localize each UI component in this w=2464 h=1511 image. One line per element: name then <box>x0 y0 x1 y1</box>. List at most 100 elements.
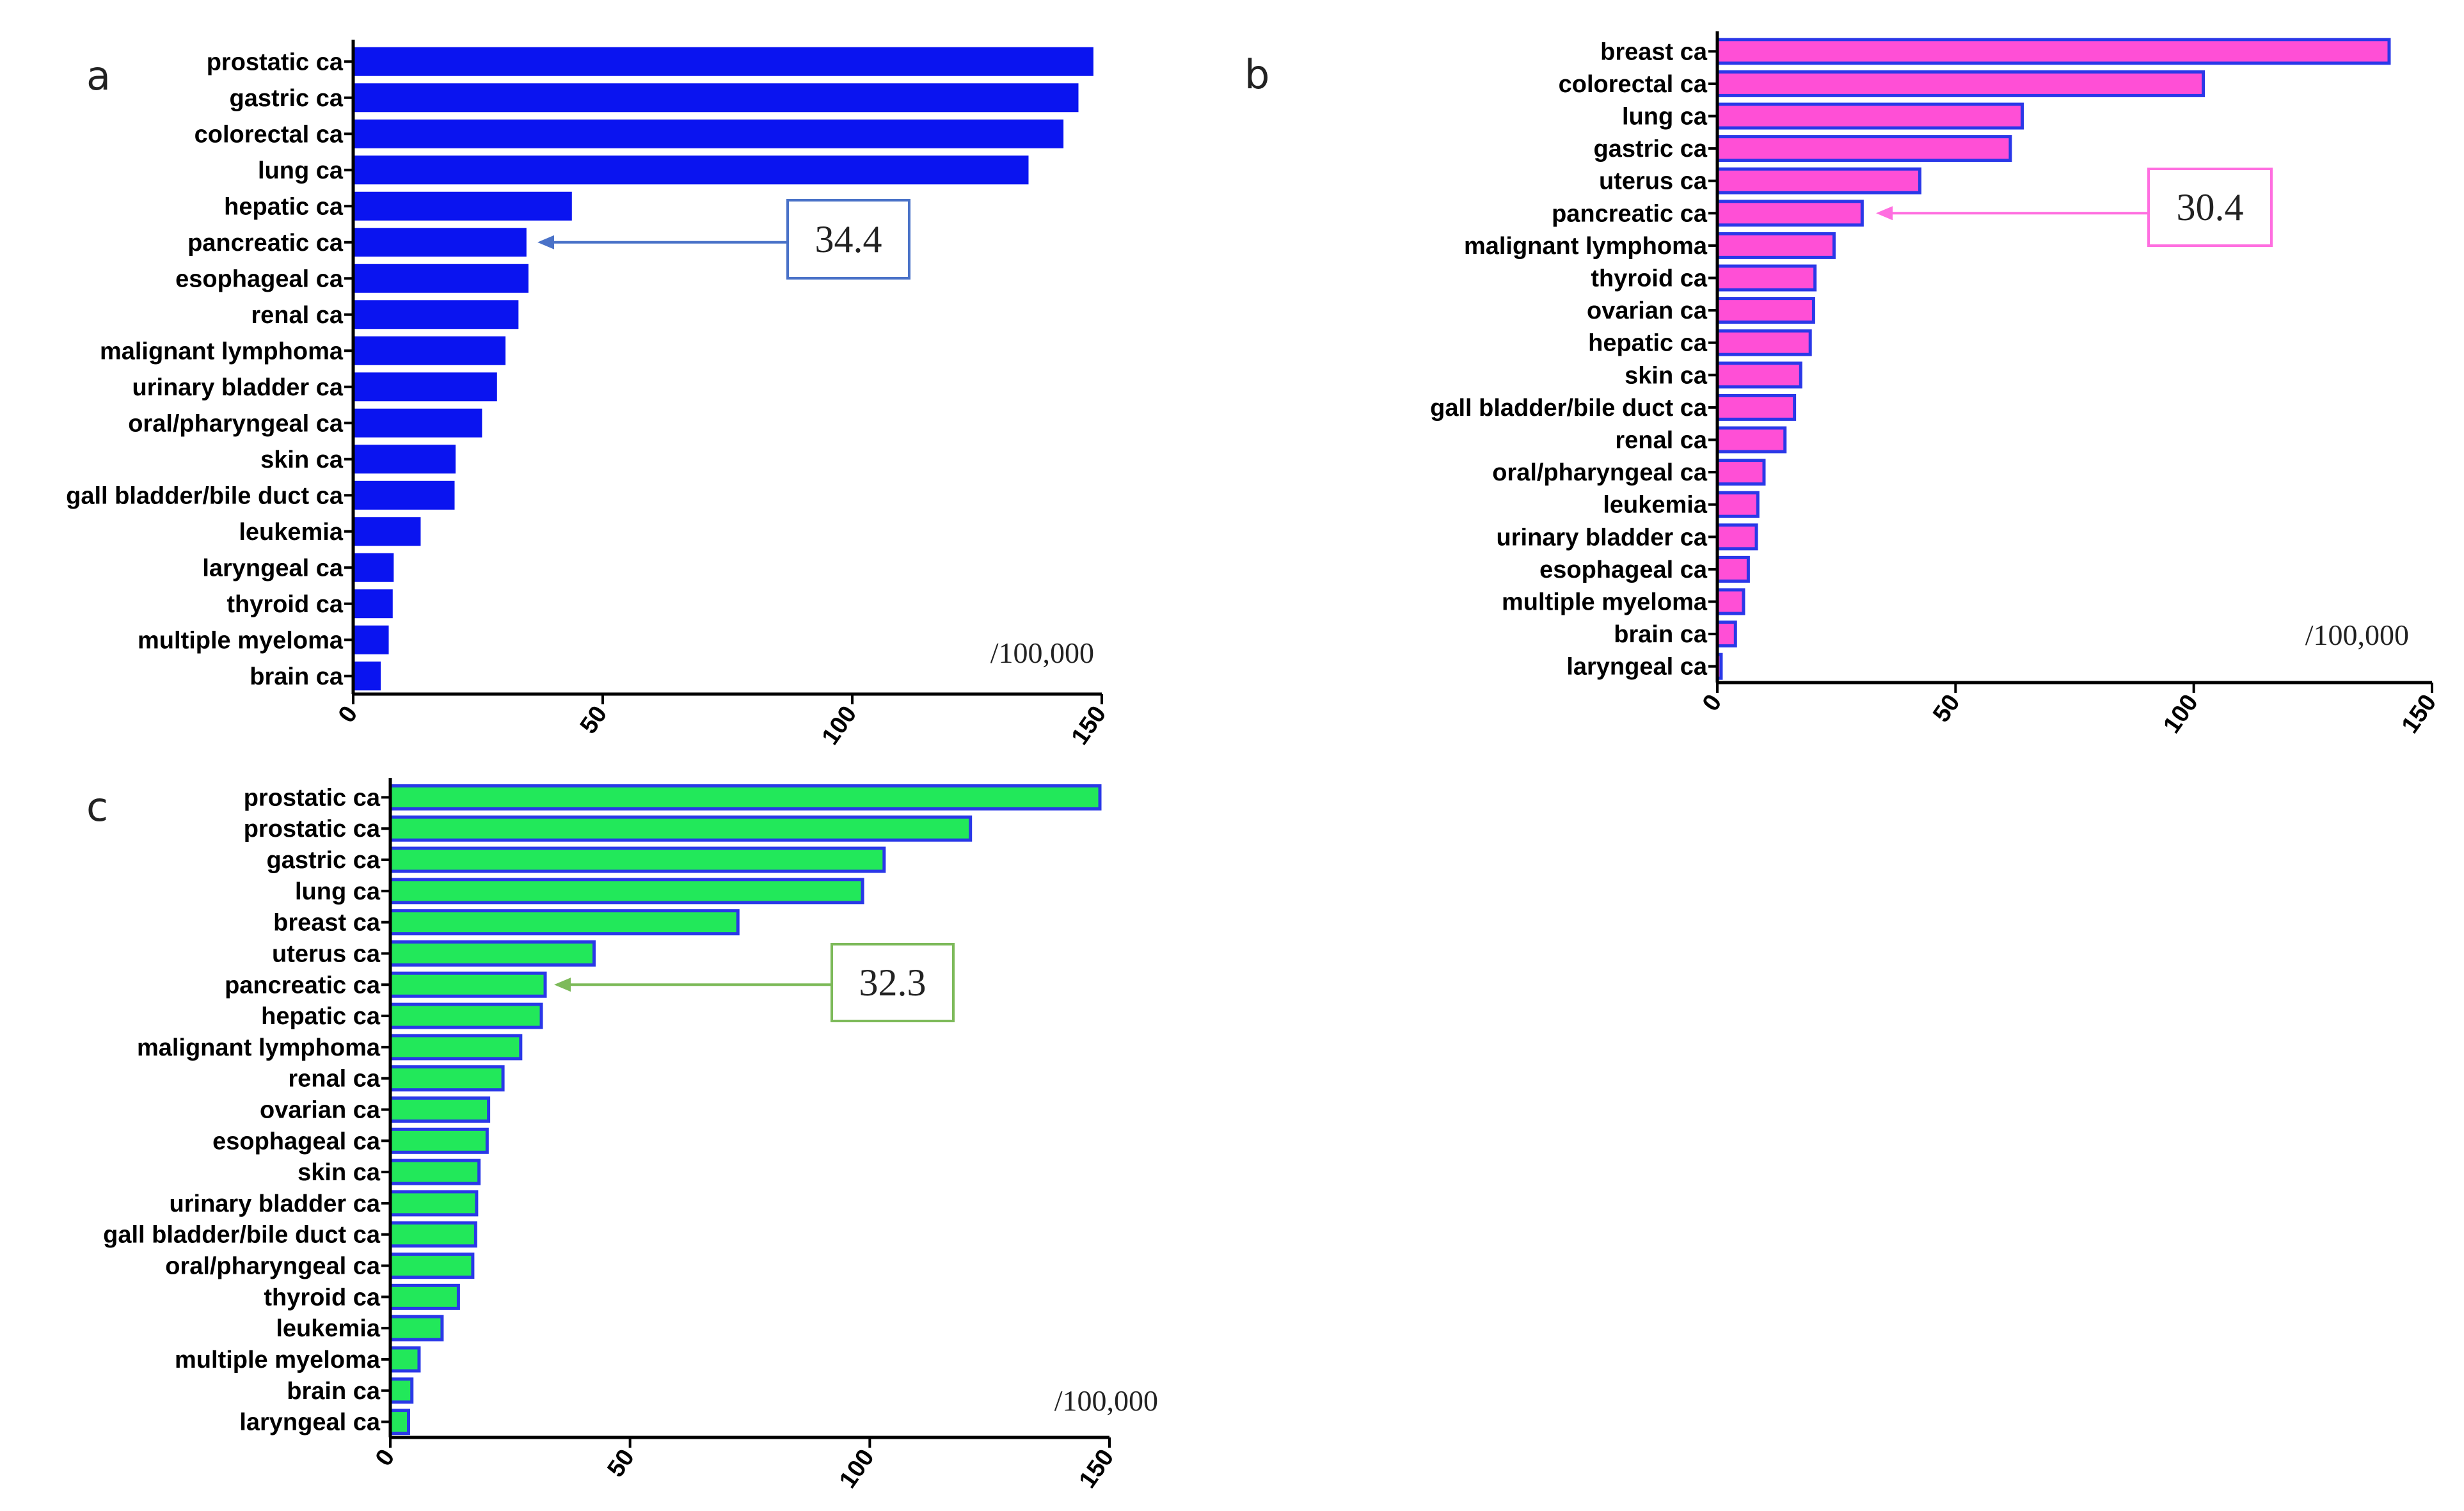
category-label: skin ca <box>260 447 344 473</box>
category-label: gastric ca <box>230 85 344 112</box>
x-tick-label: 100 <box>817 701 862 750</box>
unit-label: /100,000 <box>990 637 1094 669</box>
annotation-box <box>786 199 910 280</box>
panel-b: b breast ca colorectal ca lung ca gastric ca… <box>1244 31 2442 738</box>
category-label: oral/pharyngeal ca <box>1492 459 1708 486</box>
bar-thyroid-ca <box>351 589 393 619</box>
category-label: skin ca <box>1625 362 1708 389</box>
bar-gastric-ca <box>1715 135 2012 162</box>
bar-skin-ca <box>388 1159 481 1185</box>
panel-letter: c <box>86 784 108 830</box>
annotation-value: 30.4 <box>2177 186 2244 228</box>
bar-lung-ca <box>351 155 1029 185</box>
bar-colorectal-ca <box>351 119 1064 148</box>
category-label: leukemia <box>239 519 344 546</box>
annotation-arrowhead <box>554 977 571 992</box>
annotation-value: 32.3 <box>859 961 926 1004</box>
category-label: lung ca <box>258 157 344 184</box>
bar-renal-ca <box>388 1065 505 1092</box>
annotation-value: 34.4 <box>815 218 882 260</box>
category-label: gall bladder/bile duct ca <box>1430 395 1708 422</box>
category-label: malignant lymphoma <box>100 338 344 365</box>
annotation-arrowhead <box>537 235 554 249</box>
category-label: prostatic ca <box>207 49 344 75</box>
category-label: laryngeal ca <box>202 555 344 581</box>
bar-colorectal-ca <box>1715 70 2206 97</box>
category-label: lung ca <box>295 878 381 905</box>
bar-lung-ca <box>388 878 864 905</box>
category-label: thyroid ca <box>1591 265 1707 292</box>
bar-skin-ca <box>351 445 456 474</box>
x-tick-label: 150 <box>1067 701 1112 750</box>
category-label: pancreatic ca <box>1552 200 1708 227</box>
category-label: renal ca <box>288 1066 381 1093</box>
category-label: colorectal ca <box>195 121 344 148</box>
category-label: gastric ca <box>1594 136 1708 162</box>
bar-thyroid-ca <box>1715 264 1817 292</box>
bar-malignant-lymphoma <box>351 336 506 365</box>
category-label: urinary bladder ca <box>132 374 344 401</box>
category-label: gastric ca <box>267 847 381 874</box>
panel-letter: b <box>1244 51 1269 98</box>
category-label: malignant lymphoma <box>1464 233 1708 260</box>
category-label: leukemia <box>276 1315 381 1342</box>
category-label: multiple myeloma <box>1502 589 1708 616</box>
category-label: ovarian ca <box>260 1097 381 1124</box>
category-label: prostatic ca <box>244 816 381 843</box>
bar-esophageal-ca <box>388 1127 489 1154</box>
x-tick-label: 50 <box>575 701 613 739</box>
bar-brain-ca <box>1715 621 1737 648</box>
bar-urinary-bladder-ca <box>1715 523 1758 551</box>
category-label: brain ca <box>250 663 344 690</box>
bar-prostatic-ca <box>388 815 973 842</box>
x-tick-label: 100 <box>834 1444 880 1493</box>
bar-malignant-lymphoma <box>1715 232 1836 259</box>
bar-laryngeal-ca <box>388 1409 410 1436</box>
bar-breast-ca <box>1715 38 2391 65</box>
x-tick-label: 0 <box>333 701 363 727</box>
annotation-box <box>831 943 955 1022</box>
bar-uterus-ca <box>388 940 596 967</box>
category-label: esophageal ca <box>1539 557 1708 583</box>
category-label: multiple myeloma <box>175 1347 381 1373</box>
x-tick-label: 50 <box>602 1444 640 1482</box>
x-tick-label: 50 <box>1928 690 1966 727</box>
bar-hepatic-ca <box>351 191 572 221</box>
bar-multiple-myeloma <box>1715 588 1745 615</box>
category-label: gall bladder/bile duct ca <box>66 482 344 509</box>
annotation-box <box>2147 168 2273 247</box>
category-label: malignant lymphoma <box>137 1034 381 1061</box>
category-label: hepatic ca <box>261 1003 381 1030</box>
category-label: urinary bladder ca <box>170 1191 381 1217</box>
annotation-arrowhead <box>1876 206 1893 221</box>
category-label: breast ca <box>273 910 381 937</box>
x-tick-label: 150 <box>2397 690 2442 738</box>
category-label: multiple myeloma <box>138 627 344 654</box>
bar-urinary-bladder-ca <box>388 1190 479 1217</box>
category-label: prostatic ca <box>244 784 381 811</box>
bar-laryngeal-ca <box>351 553 394 582</box>
category-label: laryngeal ca <box>239 1409 381 1436</box>
x-tick-label: 100 <box>2158 690 2204 738</box>
bar-pancreatic-ca <box>351 228 527 257</box>
bar-ovarian-ca <box>388 1096 491 1123</box>
bar-renal-ca <box>1715 426 1787 454</box>
bar-gall-bladder-bile-duct-ca <box>1715 393 1797 421</box>
category-label: thyroid ca <box>227 591 343 618</box>
bar-lung-ca <box>1715 102 2024 130</box>
category-label: esophageal ca <box>212 1128 381 1155</box>
category-label: ovarian ca <box>1587 297 1708 324</box>
category-label: urinary bladder ca <box>1497 524 1708 551</box>
bar-pancreatic-ca <box>1715 200 1864 227</box>
bar-multiple-myeloma <box>388 1346 421 1373</box>
panel-a: a prostatic ca gastric ca colorectal ca lung… <box>66 40 1111 750</box>
bar-skin-ca <box>1715 361 1802 389</box>
category-label: brain ca <box>1614 621 1708 648</box>
unit-label: /100,000 <box>1054 1384 1158 1417</box>
category-label: renal ca <box>1615 427 1708 454</box>
category-label: leukemia <box>1603 492 1708 519</box>
bar-hepatic-ca <box>1715 329 1812 356</box>
category-label: uterus ca <box>272 940 381 967</box>
category-label: oral/pharyngeal ca <box>165 1253 381 1280</box>
